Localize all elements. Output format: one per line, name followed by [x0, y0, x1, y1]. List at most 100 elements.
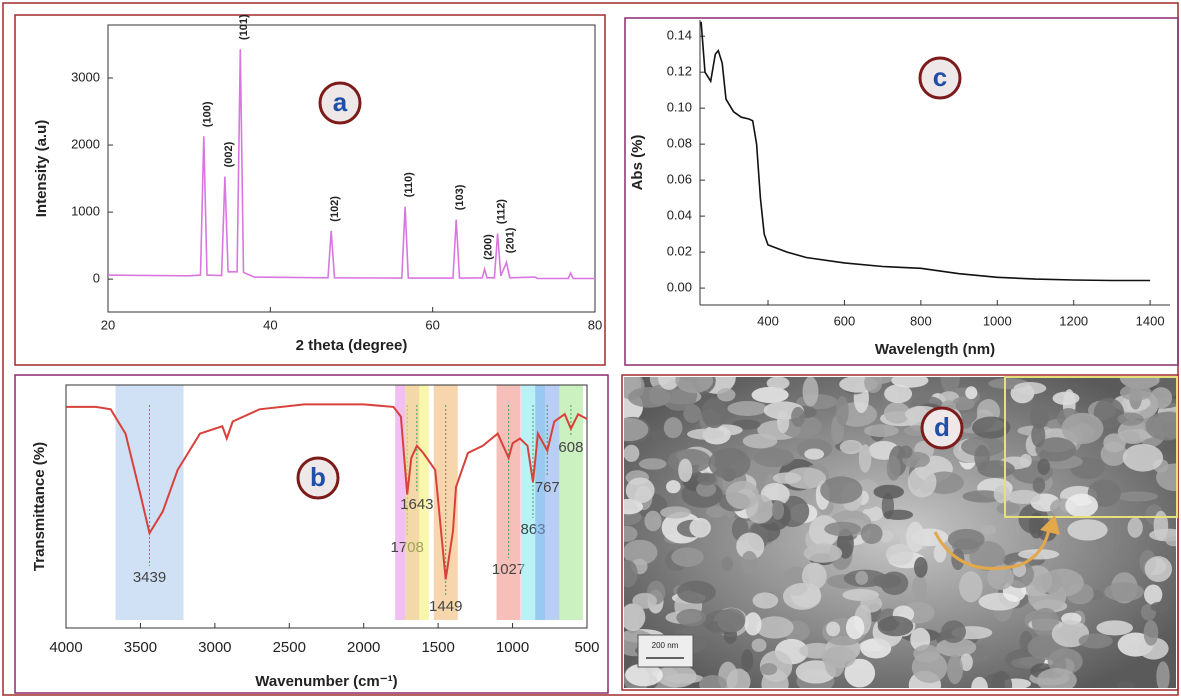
- x-tick-label: 40: [263, 317, 277, 332]
- x-tick-label: 60: [425, 317, 439, 332]
- x-axis-title: 2 theta (degree): [296, 337, 408, 354]
- grain: [1128, 517, 1143, 537]
- grain: [709, 448, 751, 479]
- panel-border: [625, 18, 1178, 365]
- x-tick-label: 400: [757, 313, 779, 328]
- grain: [836, 396, 849, 426]
- grain: [912, 574, 927, 600]
- band: [559, 385, 583, 620]
- grain: [741, 551, 757, 574]
- grain: [908, 467, 937, 498]
- grain: [941, 620, 966, 643]
- grain: [1062, 413, 1104, 444]
- grain: [826, 622, 840, 637]
- grain: [1144, 620, 1159, 646]
- y-tick-label: 3000: [71, 69, 100, 84]
- grain: [878, 616, 914, 636]
- grain: [671, 547, 704, 566]
- grain: [777, 410, 789, 433]
- grain: [618, 560, 637, 587]
- grain: [886, 544, 913, 566]
- panel-label: c: [933, 62, 947, 92]
- grain: [1104, 582, 1144, 601]
- grain: [965, 386, 977, 399]
- grain: [660, 506, 691, 518]
- grain: [1041, 569, 1084, 597]
- grain: [804, 449, 824, 460]
- grain: [824, 522, 861, 536]
- grain: [1067, 519, 1107, 540]
- grain: [645, 511, 662, 532]
- grain: [666, 480, 681, 493]
- grain: [1037, 458, 1050, 474]
- grain: [947, 655, 963, 684]
- grain: [628, 387, 671, 408]
- grain: [1144, 585, 1162, 605]
- grain: [1150, 602, 1169, 612]
- x-tick-label: 1200: [1059, 313, 1088, 328]
- grain: [639, 458, 667, 469]
- grain: [873, 485, 903, 499]
- grain: [664, 417, 683, 438]
- band-label: 1643: [400, 496, 433, 513]
- grain: [997, 502, 1020, 515]
- peak-label: (102): [329, 196, 341, 222]
- grain: [914, 557, 928, 578]
- data-line: [108, 49, 595, 278]
- grain: [1031, 423, 1045, 447]
- grain: [846, 616, 864, 639]
- x-axis-title: Wavelength (nm): [875, 341, 995, 358]
- peak-label: (103): [454, 184, 466, 210]
- grain: [899, 446, 913, 459]
- y-tick-label: 0.12: [667, 64, 692, 79]
- grain: [941, 363, 960, 394]
- y-axis-title: Transmittance (%): [31, 442, 48, 571]
- scale-bar-label: 200 nm: [652, 641, 679, 650]
- grain: [626, 477, 655, 503]
- grain: [912, 652, 948, 683]
- peak-label: (100): [202, 101, 214, 127]
- grain: [887, 456, 901, 481]
- grain: [726, 481, 759, 509]
- grain: [803, 376, 819, 406]
- peak-label: (101): [238, 14, 250, 40]
- grain: [697, 473, 716, 486]
- grain: [783, 583, 821, 610]
- grain: [721, 557, 733, 571]
- y-tick-label: 0.14: [667, 28, 692, 43]
- x-tick-label: 1000: [983, 313, 1012, 328]
- grain: [1007, 490, 1041, 504]
- grain: [1096, 620, 1133, 635]
- grain: [767, 376, 790, 389]
- band-label: 608: [558, 439, 583, 456]
- grain: [753, 448, 794, 467]
- x-tick-label: 500: [574, 639, 599, 656]
- grain: [1116, 491, 1158, 501]
- grain: [981, 525, 996, 535]
- grain: [1103, 433, 1126, 452]
- grain: [974, 445, 990, 470]
- x-tick-label: 1400: [1136, 313, 1165, 328]
- band-label: 3439: [133, 569, 166, 586]
- x-tick-label: 3500: [124, 639, 157, 656]
- grain: [677, 581, 716, 604]
- grain: [884, 384, 912, 403]
- grain: [616, 526, 638, 542]
- plot-frame: [108, 25, 595, 312]
- grain: [699, 675, 727, 694]
- y-tick-label: 1000: [71, 204, 100, 219]
- peak-label: (002): [223, 141, 235, 167]
- grain: [678, 459, 692, 482]
- grain: [1145, 556, 1172, 582]
- band-label: 767: [535, 479, 560, 496]
- peak-label: (110): [403, 172, 415, 197]
- y-tick-label: 0.02: [667, 244, 692, 259]
- y-tick-label: 0.00: [667, 280, 692, 295]
- grain: [855, 571, 868, 585]
- grain: [676, 609, 706, 627]
- x-tick-label: 4000: [49, 639, 82, 656]
- x-tick-label: 1000: [496, 639, 529, 656]
- grain: [687, 429, 724, 440]
- grain: [948, 529, 985, 550]
- panel-label: a: [333, 87, 348, 117]
